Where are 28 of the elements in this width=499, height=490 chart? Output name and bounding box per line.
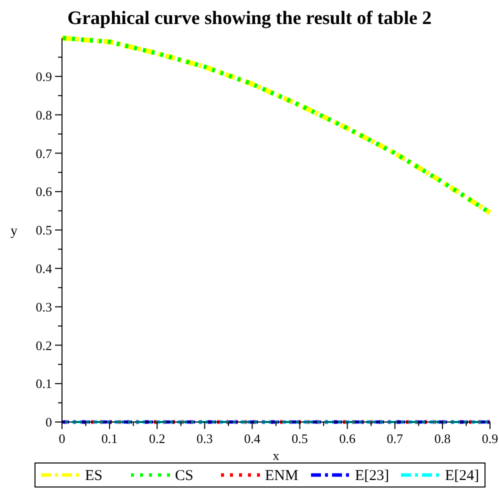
- y-tick-label: 0.4: [36, 260, 52, 276]
- x-tick-label: 0.1: [101, 431, 118, 446]
- x-axis-title: x: [272, 448, 280, 463]
- y-tick-label: 0.5: [36, 222, 52, 238]
- legend-label: ENM: [265, 468, 298, 484]
- legend-label: ES: [85, 468, 103, 484]
- x-tick-label: 0.5: [292, 431, 308, 446]
- y-tick-label: 0.6: [36, 184, 52, 200]
- x-tick-label: 0.6: [339, 431, 356, 446]
- x-tick-label: 0.4: [244, 431, 261, 446]
- y-tick-label: 0.3: [36, 299, 52, 314]
- x-tick-label: 0.7: [386, 431, 404, 446]
- x-tick-label: 0.9: [482, 431, 498, 446]
- y-tick-label: 0.8: [36, 107, 52, 122]
- legend-label: E[23]: [355, 468, 390, 484]
- x-tick-label: 0.8: [434, 431, 451, 446]
- y-tick-label: 0: [46, 414, 52, 430]
- chart-title: Graphical curve showing the result of table 2: [67, 8, 432, 29]
- x-tick-label: 0.2: [148, 431, 166, 446]
- y-axis-title: y: [10, 224, 18, 239]
- y-tick-label: 0.2: [36, 338, 52, 353]
- legend-label: E[24]: [445, 468, 480, 484]
- x-tick-label: 0.3: [196, 431, 213, 446]
- legend-label: CS: [175, 468, 194, 484]
- y-tick-label: 0.7: [36, 146, 52, 161]
- x-tick-label: 0: [58, 431, 66, 446]
- y-tick-label: 0.9: [36, 68, 52, 84]
- y-tick-label: 0.1: [36, 376, 52, 392]
